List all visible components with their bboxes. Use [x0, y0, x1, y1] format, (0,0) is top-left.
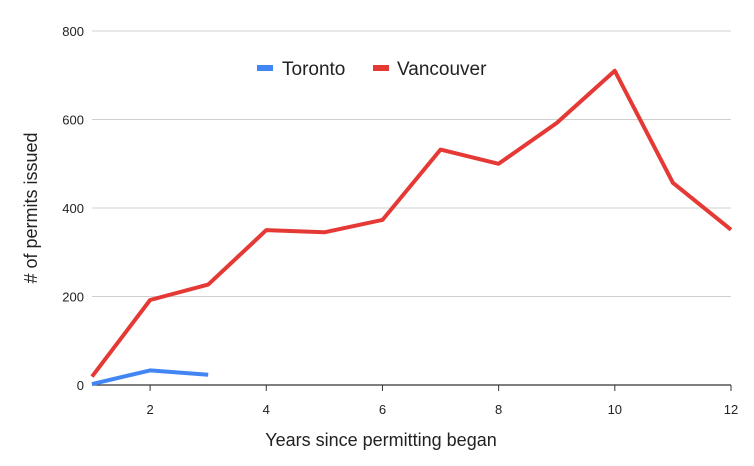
- series-line-toronto: [91, 368, 209, 387]
- x-tick-label: 12: [724, 402, 738, 417]
- y-axis-ticks: 0 200 400 600 800: [62, 24, 84, 393]
- y-tick-label: 400: [62, 201, 84, 216]
- series-lines: [90, 68, 733, 387]
- gridlines: [92, 30, 731, 297]
- legend-label-vancouver: Vancouver: [397, 59, 487, 80]
- x-tick-label: 10: [608, 402, 622, 417]
- legend-swatch-toronto: [257, 65, 273, 71]
- x-tick-label: 8: [495, 402, 502, 417]
- y-axis-title: # of permits issued: [21, 132, 41, 283]
- x-axis: 2 4 6 8 10 12: [92, 384, 738, 417]
- y-tick-label: 0: [77, 378, 84, 393]
- x-tick-label: 6: [379, 402, 386, 417]
- legend: Toronto Vancouver: [257, 59, 487, 80]
- legend-label-toronto: Toronto: [282, 59, 345, 80]
- x-tick-label: 4: [263, 402, 270, 417]
- series-line-vancouver: [90, 68, 733, 378]
- y-tick-label: 600: [62, 113, 84, 128]
- y-tick-label: 200: [62, 290, 84, 305]
- x-axis-title: Years since permitting began: [265, 430, 496, 450]
- y-tick-label: 800: [62, 24, 84, 39]
- x-tick-label: 2: [146, 402, 153, 417]
- legend-swatch-vancouver: [373, 65, 389, 71]
